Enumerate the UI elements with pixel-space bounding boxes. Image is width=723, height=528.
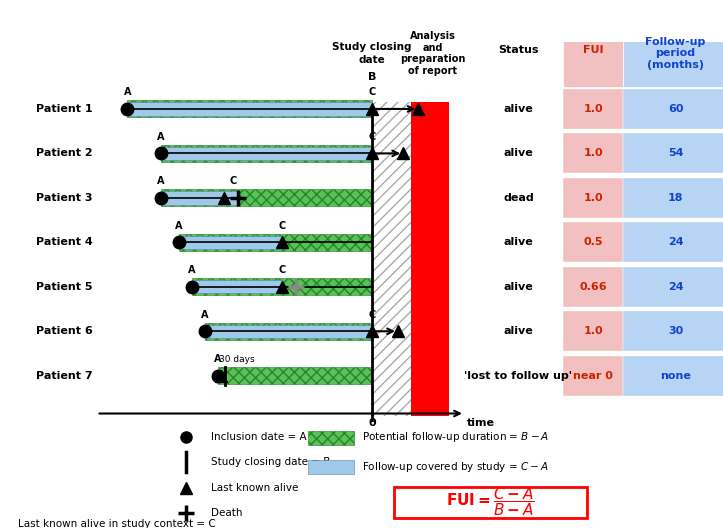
Bar [623, 311, 723, 351]
Bar [161, 191, 238, 204]
Text: alive: alive [504, 237, 534, 247]
Text: Patient 1: Patient 1 [36, 104, 93, 114]
Text: 0: 0 [368, 418, 376, 428]
Bar [563, 311, 623, 351]
Text: Patient 2: Patient 2 [36, 148, 93, 158]
Bar [372, 102, 411, 416]
Text: 1.0: 1.0 [583, 326, 603, 336]
Text: Inclusion date = A: Inclusion date = A [211, 432, 307, 442]
Text: Patient 5: Patient 5 [36, 282, 93, 292]
Text: C: C [278, 221, 286, 231]
Text: A: A [157, 176, 165, 186]
Text: FUI: FUI [583, 45, 604, 55]
Text: alive: alive [504, 104, 534, 114]
Text: alive: alive [504, 326, 534, 336]
Text: A: A [188, 265, 196, 275]
Text: near 0: near 0 [573, 371, 613, 381]
Text: 'lost to follow up': 'lost to follow up' [464, 371, 573, 381]
Bar [161, 145, 372, 162]
Text: B: B [368, 72, 376, 82]
Bar [411, 102, 450, 416]
Text: C: C [229, 176, 236, 186]
Text: C: C [369, 87, 376, 97]
Text: 18: 18 [668, 193, 683, 203]
Text: A: A [124, 87, 131, 97]
Text: 30 days: 30 days [219, 355, 254, 364]
Text: A: A [201, 310, 208, 319]
Bar [372, 102, 411, 416]
Bar [308, 460, 354, 474]
Text: 1.0: 1.0 [583, 148, 603, 158]
Bar [563, 134, 623, 173]
Bar [563, 18, 623, 87]
Text: Patient 7: Patient 7 [36, 371, 93, 381]
Bar [563, 178, 623, 218]
FancyBboxPatch shape [394, 487, 587, 518]
Text: dead: dead [503, 193, 534, 203]
Bar [623, 178, 723, 218]
Text: 54: 54 [668, 148, 683, 158]
Bar [192, 280, 282, 294]
Text: 1.0: 1.0 [583, 193, 603, 203]
Bar [563, 222, 623, 262]
Text: Patient 6: Patient 6 [36, 326, 93, 336]
Text: 1.0: 1.0 [583, 104, 603, 114]
Bar [623, 267, 723, 307]
Text: Study closing
date: Study closing date [333, 42, 412, 64]
Bar [308, 431, 354, 445]
Text: 60: 60 [668, 104, 683, 114]
Bar [127, 102, 372, 116]
Bar [563, 356, 623, 395]
Bar [205, 323, 372, 340]
Text: Death: Death [211, 508, 243, 518]
Bar [563, 267, 623, 307]
Text: alive: alive [504, 148, 534, 158]
Bar [179, 234, 372, 251]
Bar [127, 100, 372, 117]
Text: A: A [175, 221, 183, 231]
Text: 24: 24 [668, 282, 683, 292]
Text: C: C [278, 265, 286, 275]
Text: none: none [660, 371, 691, 381]
Text: C: C [369, 132, 376, 142]
Text: 0.66: 0.66 [579, 282, 607, 292]
Text: Status: Status [498, 45, 539, 55]
Bar [218, 367, 372, 384]
Bar [205, 325, 372, 338]
Text: Last known alive in study context = C: Last known alive in study context = C [18, 518, 215, 528]
Bar [623, 89, 723, 129]
Text: Study closing date = B: Study closing date = B [211, 457, 330, 467]
Bar [563, 89, 623, 129]
Text: A: A [157, 132, 165, 142]
Text: Follow-up covered by study = $\mathit{C} - \mathit{A}$: Follow-up covered by study = $\mathit{C}… [362, 459, 548, 474]
Text: A: A [214, 354, 221, 364]
Bar [192, 278, 372, 295]
Text: Follow-up
period
(months): Follow-up period (months) [646, 37, 706, 70]
Text: 24: 24 [668, 237, 683, 247]
Text: C: C [369, 310, 376, 319]
Text: Potential follow-up duration = $\mathit{B} - \mathit{A}$: Potential follow-up duration = $\mathit{… [362, 430, 549, 444]
Text: Last known alive: Last known alive [211, 483, 299, 493]
Bar [623, 134, 723, 173]
Bar [623, 356, 723, 395]
Text: 30: 30 [668, 326, 683, 336]
Bar [623, 18, 723, 87]
Text: Analysis
and
preparation
of report: Analysis and preparation of report [400, 31, 466, 76]
Text: $\bf{FUI} = \dfrac{\mathit{C}-\mathit{A}}{\mathit{B}-\mathit{A}}$: $\bf{FUI} = \dfrac{\mathit{C}-\mathit{A}… [446, 485, 535, 517]
Text: Patient 3: Patient 3 [36, 193, 93, 203]
Text: Patient 4: Patient 4 [36, 237, 93, 247]
Bar [179, 235, 282, 249]
Bar [161, 147, 372, 160]
Bar [218, 369, 221, 382]
Text: alive: alive [504, 282, 534, 292]
Text: 0.5: 0.5 [583, 237, 603, 247]
Bar [161, 190, 372, 206]
Bar [623, 222, 723, 262]
Text: time: time [467, 418, 495, 428]
